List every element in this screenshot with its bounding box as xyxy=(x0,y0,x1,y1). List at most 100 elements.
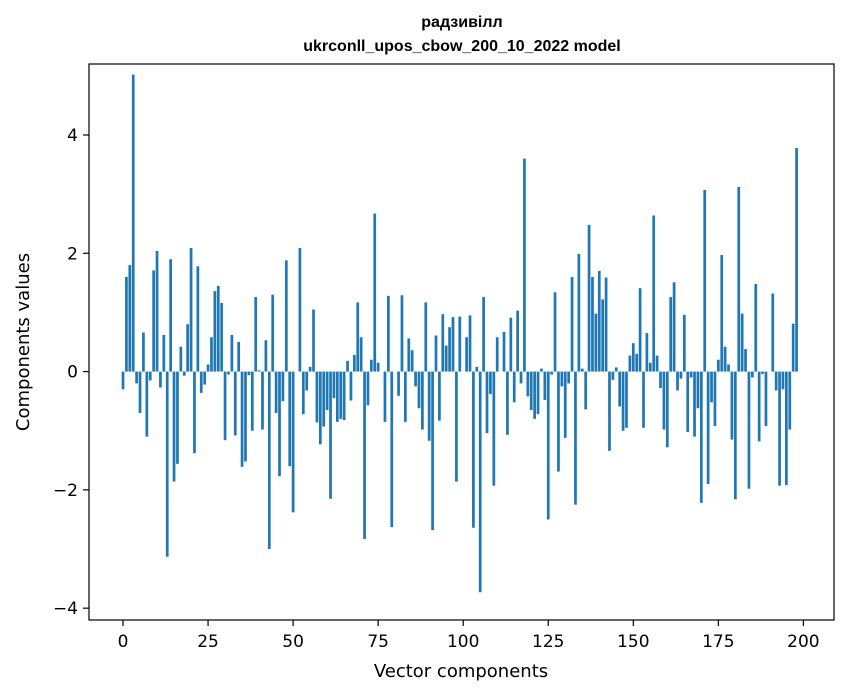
bar-3 xyxy=(131,74,135,372)
bar-143 xyxy=(608,371,611,451)
bar-177 xyxy=(723,346,727,372)
bar-92 xyxy=(434,335,438,372)
bar-164 xyxy=(679,371,683,379)
bar-36 xyxy=(244,371,247,462)
x-tick-label: 75 xyxy=(367,632,389,652)
bar-194 xyxy=(781,371,785,390)
bar-21 xyxy=(193,371,196,454)
bar-18 xyxy=(182,371,186,376)
bar-58 xyxy=(318,371,322,445)
x-tick-label: 0 xyxy=(118,632,129,652)
bar-180 xyxy=(733,371,737,500)
bar-50 xyxy=(291,371,295,513)
bar-124 xyxy=(543,371,547,400)
bar-82 xyxy=(400,295,404,372)
bar-35 xyxy=(240,371,244,467)
bar-40 xyxy=(257,370,261,372)
bar-102 xyxy=(468,315,472,372)
bar-24 xyxy=(203,371,207,385)
bar-132 xyxy=(570,276,574,372)
bar-110 xyxy=(495,337,499,372)
bar-106 xyxy=(482,297,485,372)
bar-49 xyxy=(288,371,292,467)
bar-161 xyxy=(669,297,673,372)
bar-54 xyxy=(305,371,309,391)
chart-title-line1: радзивілл xyxy=(421,14,502,31)
y-tick-label: −4 xyxy=(53,599,78,619)
bar-181 xyxy=(737,187,741,372)
bar-70 xyxy=(359,337,363,372)
bar-136 xyxy=(584,371,588,410)
bar-39 xyxy=(254,297,258,372)
bar-0 xyxy=(121,371,125,390)
bar-67 xyxy=(349,371,353,401)
bar-183 xyxy=(744,349,747,372)
bar-45 xyxy=(274,371,278,413)
y-tick-label: −2 xyxy=(53,481,78,501)
bar-178 xyxy=(727,364,730,372)
x-tick-label: 150 xyxy=(617,632,649,652)
bar-97 xyxy=(451,317,455,372)
bar-23 xyxy=(199,371,203,393)
bar-10 xyxy=(155,250,159,372)
bar-62 xyxy=(332,371,336,399)
bar-141 xyxy=(601,299,605,372)
bar-138 xyxy=(591,276,594,372)
bar-131 xyxy=(567,371,571,384)
chart-title-line2: ukrconll_upos_cbow_200_10_2022 model xyxy=(303,38,620,55)
bar-68 xyxy=(352,355,356,372)
bar-158 xyxy=(659,371,662,389)
bar-69 xyxy=(356,302,360,372)
bar-170 xyxy=(699,371,703,503)
bar-154 xyxy=(645,333,649,372)
bar-75 xyxy=(376,362,380,372)
bar-85 xyxy=(410,350,414,372)
bar-5 xyxy=(138,371,142,413)
bar-189 xyxy=(764,371,768,426)
bar-52 xyxy=(298,247,302,372)
bar-127 xyxy=(553,292,557,372)
bar-184 xyxy=(747,371,751,489)
bar-59 xyxy=(322,371,326,427)
bar-46 xyxy=(278,371,281,477)
bar-160 xyxy=(665,371,669,448)
bar-104 xyxy=(475,366,479,372)
bar-134 xyxy=(577,253,581,372)
x-tick-label: 50 xyxy=(282,632,304,652)
bar-157 xyxy=(655,355,659,372)
bar-188 xyxy=(761,371,764,374)
bar-41 xyxy=(261,371,264,430)
y-axis-ticks: −4 −2 0 2 4 xyxy=(53,126,89,619)
bar-4 xyxy=(135,371,138,384)
bar-48 xyxy=(284,260,288,372)
bar-118 xyxy=(523,158,526,372)
bar-167 xyxy=(689,371,693,378)
bar-195 xyxy=(785,371,788,486)
bar-179 xyxy=(730,371,734,440)
bar-2 xyxy=(128,265,132,372)
bar-105 xyxy=(478,371,482,593)
bar-135 xyxy=(580,368,584,372)
bar-168 xyxy=(693,371,696,437)
bar-78 xyxy=(387,295,390,372)
x-tick-label: 175 xyxy=(702,632,734,652)
x-tick-label: 125 xyxy=(532,632,564,652)
bar-72 xyxy=(366,371,370,406)
bar-148 xyxy=(625,371,628,428)
bar-112 xyxy=(502,331,506,372)
bar-65 xyxy=(342,371,346,421)
bar-86 xyxy=(414,371,417,387)
bar-145 xyxy=(614,367,618,372)
bar-193 xyxy=(778,371,781,486)
bar-31 xyxy=(227,371,230,375)
bar-114 xyxy=(509,317,513,372)
bar-198 xyxy=(795,147,798,372)
bar-81 xyxy=(397,371,400,396)
bar-169 xyxy=(696,371,700,409)
bar-11 xyxy=(159,371,162,388)
bar-117 xyxy=(519,371,523,384)
bar-74 xyxy=(373,213,377,372)
bar-197 xyxy=(791,323,795,372)
bar-108 xyxy=(489,371,492,395)
bar-38 xyxy=(250,371,254,431)
